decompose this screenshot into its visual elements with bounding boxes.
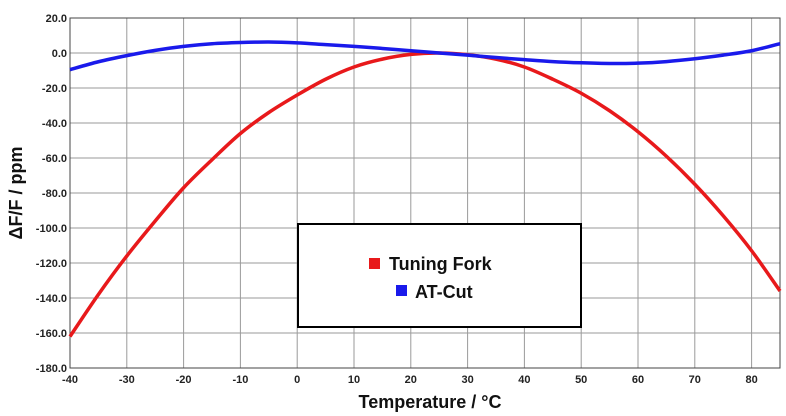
legend-box bbox=[297, 223, 582, 328]
legend-swatch-at-cut bbox=[396, 285, 407, 296]
y-tick-label: -40.0 bbox=[42, 118, 67, 130]
x-axis-title: Temperature / °C bbox=[359, 392, 502, 412]
y-tick-label: -60.0 bbox=[42, 153, 67, 165]
y-tick-label: 0.0 bbox=[52, 48, 67, 60]
legend-swatch-tuning-fork bbox=[369, 258, 380, 269]
x-tick-label: 70 bbox=[689, 374, 701, 386]
y-tick-label: -80.0 bbox=[42, 188, 67, 200]
y-tick-label: -20.0 bbox=[42, 83, 67, 95]
legend: Tuning Fork AT-Cut bbox=[297, 223, 582, 328]
legend-label-at-cut: AT-Cut bbox=[415, 282, 473, 302]
y-tick-label: -140.0 bbox=[36, 293, 67, 305]
x-tick-label: 0 bbox=[294, 374, 300, 386]
series-line-at-cut bbox=[69, 40, 781, 72]
x-tick-label: 40 bbox=[518, 374, 530, 386]
x-tick-label: 30 bbox=[461, 374, 473, 386]
x-tick-label: -30 bbox=[119, 374, 135, 386]
series-layer bbox=[68, 40, 782, 338]
x-tick-label: 50 bbox=[575, 374, 587, 386]
legend-label-tuning-fork: Tuning Fork bbox=[389, 254, 493, 274]
x-tick-label: -10 bbox=[232, 374, 248, 386]
x-tick-label: -20 bbox=[176, 374, 192, 386]
x-tick-label: 60 bbox=[632, 374, 644, 386]
y-tick-label: -180.0 bbox=[36, 363, 67, 375]
x-tick-label: -40 bbox=[62, 374, 78, 386]
x-tick-labels: -40 -30 -20 -10 0 10 20 30 40 50 60 70 80 bbox=[62, 374, 758, 386]
y-tick-label: -160.0 bbox=[36, 328, 67, 340]
y-tick-label: -100.0 bbox=[36, 223, 67, 235]
y-axis-title: ΔF/F / ppm bbox=[6, 147, 26, 240]
y-tick-label: 20.0 bbox=[46, 13, 67, 25]
y-tick-labels: 20.0 0.0 -20.0 -40.0 -60.0 -80.0 -100.0 -120.0 -… bbox=[36, 13, 67, 375]
y-tick-label: -120.0 bbox=[36, 258, 67, 270]
x-tick-label: 10 bbox=[348, 374, 360, 386]
x-tick-label: 20 bbox=[405, 374, 417, 386]
x-tick-label: 80 bbox=[745, 374, 757, 386]
plot-frame bbox=[69, 17, 781, 369]
